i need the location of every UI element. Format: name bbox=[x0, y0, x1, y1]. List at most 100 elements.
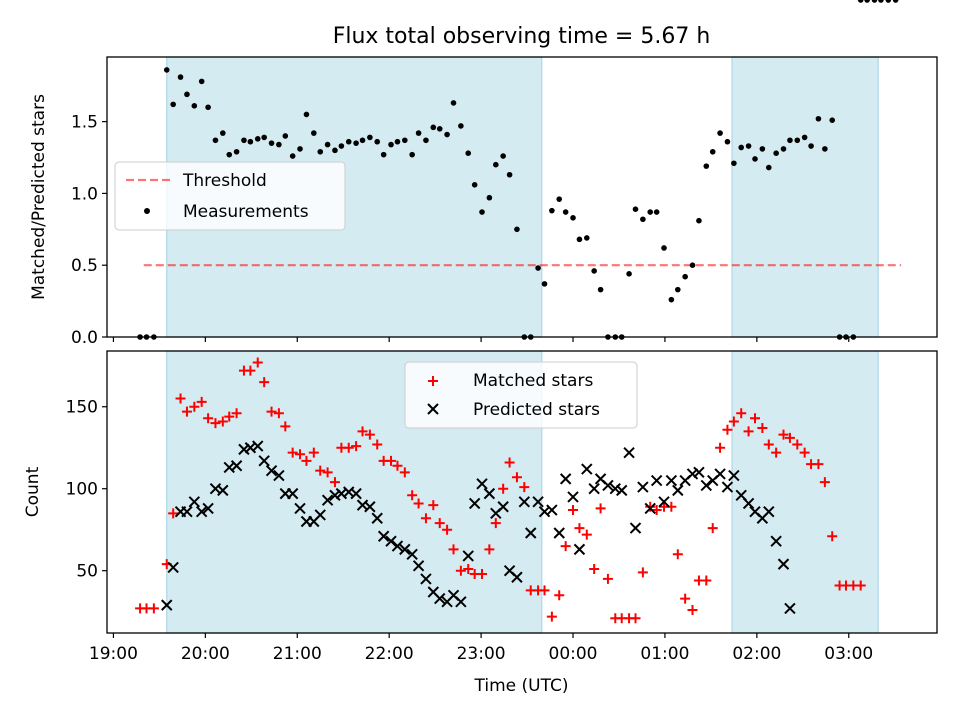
matched-star-point bbox=[357, 426, 368, 437]
matched-star-point bbox=[245, 365, 256, 376]
matched-star-point bbox=[546, 611, 557, 622]
measurement-point bbox=[177, 74, 184, 80]
matched-star-point bbox=[287, 447, 298, 458]
bottom-y-axis: 50 100 150 bbox=[66, 398, 107, 582]
measurement-point bbox=[709, 148, 716, 155]
measurement-point bbox=[773, 150, 779, 157]
predicted-star-point bbox=[644, 502, 656, 515]
measurement-point bbox=[409, 151, 415, 158]
matched-star-point bbox=[280, 421, 291, 432]
measurement-point bbox=[787, 137, 793, 144]
matched-star-point bbox=[554, 590, 565, 601]
top-y-tick-label: 1.5 bbox=[71, 113, 98, 133]
matched-star-point bbox=[490, 518, 501, 529]
measurement-point bbox=[640, 216, 646, 223]
measurement-point bbox=[689, 262, 696, 269]
matched-star-point bbox=[168, 508, 179, 519]
measurement-point bbox=[374, 138, 381, 145]
legend-matched-swatch bbox=[428, 376, 438, 386]
matched-star-point bbox=[343, 442, 354, 453]
measurement-point bbox=[324, 141, 331, 148]
predicted-star-point bbox=[406, 548, 418, 561]
measurement-point bbox=[394, 138, 401, 145]
matched-star-point bbox=[701, 575, 712, 586]
measurement-point bbox=[458, 123, 464, 129]
measurement-point bbox=[345, 138, 352, 145]
top-legend-box bbox=[114, 161, 346, 231]
predicted-star-point bbox=[518, 496, 531, 508]
matched-star-point bbox=[519, 482, 530, 493]
measurement-point bbox=[632, 206, 639, 213]
matched-star-point bbox=[855, 580, 866, 591]
matched-star-point bbox=[560, 541, 571, 552]
legend-predicted-label: Predicted stars bbox=[473, 400, 600, 420]
measurement-point bbox=[549, 207, 555, 214]
measurement-point bbox=[430, 124, 437, 131]
predicted-star-point bbox=[728, 469, 740, 482]
matched-star-point bbox=[595, 503, 606, 514]
predicted-star-point bbox=[511, 571, 523, 583]
measurement-point bbox=[815, 115, 822, 122]
matched-star-point bbox=[175, 393, 186, 404]
measurement-point bbox=[261, 134, 267, 141]
measurement-point bbox=[241, 137, 247, 144]
measurement-point bbox=[415, 130, 422, 136]
top-y-tick-label: 0.5 bbox=[71, 256, 98, 276]
predicted-star-point bbox=[672, 484, 684, 497]
predicted-star-point bbox=[468, 497, 481, 510]
predicted-star-point bbox=[385, 535, 397, 547]
predicted-star-point bbox=[693, 466, 705, 479]
measurement-point bbox=[871, 0, 878, 3]
top-y-axis-label: Matched/Predicted stars bbox=[29, 94, 49, 300]
matched-star-point bbox=[372, 439, 383, 450]
matched-star-point bbox=[771, 447, 782, 458]
x-tick-label: 01:00 bbox=[640, 644, 689, 664]
predicted-star-point bbox=[476, 478, 488, 490]
matched-star-point bbox=[511, 472, 522, 483]
predicted-star-point bbox=[412, 560, 425, 572]
matched-star-point bbox=[189, 401, 200, 412]
measurement-point bbox=[359, 137, 366, 144]
matched-star-point bbox=[539, 585, 550, 596]
measurement-point bbox=[506, 171, 513, 178]
matched-star-point bbox=[602, 573, 613, 584]
measurement-point bbox=[163, 67, 170, 73]
matched-star-point bbox=[757, 423, 768, 434]
bottom-panel: 50 100 150 19:00 20:00 21:00 22:00 23:00 00:00 0… bbox=[23, 351, 938, 696]
measurement-point bbox=[317, 148, 324, 155]
matched-star-point bbox=[743, 426, 754, 437]
predicted-star-point bbox=[532, 496, 544, 508]
measurement-point bbox=[696, 217, 702, 224]
measurement-point bbox=[731, 160, 737, 167]
predicted-star-point bbox=[230, 460, 243, 472]
measurement-point bbox=[282, 133, 289, 139]
predicted-star-point bbox=[650, 474, 663, 487]
matched-star-point bbox=[672, 549, 683, 560]
predicted-star-point bbox=[629, 522, 642, 534]
matched-star-point bbox=[266, 406, 277, 417]
x-tick-label: 03:00 bbox=[824, 644, 873, 664]
x-tick-label: 22:00 bbox=[365, 644, 414, 664]
matched-star-point bbox=[420, 513, 431, 524]
measurement-point bbox=[864, 0, 870, 3]
matched-star-point bbox=[329, 477, 340, 488]
measurement-point bbox=[703, 163, 710, 169]
matched-star-point bbox=[504, 457, 515, 468]
predicted-star-point bbox=[714, 468, 726, 480]
predicted-star-point bbox=[364, 501, 376, 513]
measurement-point bbox=[353, 140, 359, 146]
measurement-point bbox=[801, 134, 808, 141]
bottom-y-tick-label: 100 bbox=[66, 480, 98, 500]
measurement-point bbox=[311, 130, 317, 136]
predicted-star-point bbox=[573, 543, 586, 556]
predicted-star-point bbox=[784, 602, 796, 615]
x-tick-label: 00:00 bbox=[549, 644, 598, 664]
predicted-star-point bbox=[265, 464, 278, 477]
x-tick-label: 21:00 bbox=[273, 644, 322, 664]
measurement-point bbox=[465, 150, 472, 157]
predicted-star-point bbox=[258, 455, 270, 467]
matched-star-point bbox=[715, 442, 726, 453]
bottom-legend: Matched stars Predicted stars bbox=[404, 361, 638, 429]
predicted-star-point bbox=[321, 494, 334, 506]
